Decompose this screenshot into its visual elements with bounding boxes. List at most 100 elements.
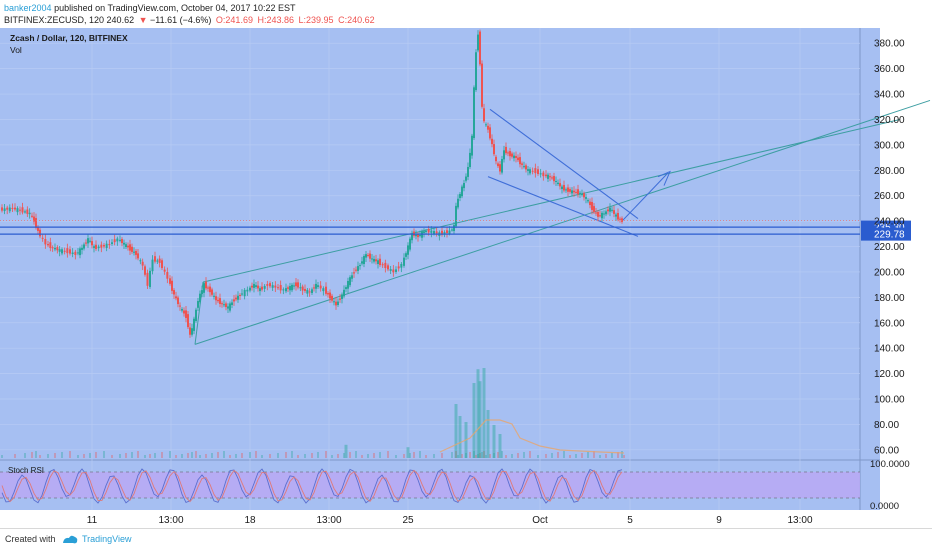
main-pane-background xyxy=(0,28,880,460)
candle-body xyxy=(207,287,209,289)
candle-body xyxy=(263,285,266,289)
candle-body xyxy=(435,231,438,234)
candle-body xyxy=(193,318,195,331)
time-tick-label: 13:00 xyxy=(316,515,341,526)
candle-body xyxy=(185,310,187,318)
volume-bar xyxy=(621,451,623,458)
volume-bar xyxy=(54,453,56,458)
price-tick-label: 180.00 xyxy=(874,293,905,304)
volume-bar xyxy=(285,452,287,458)
level-price-label: 229.78 xyxy=(874,230,905,241)
candle-body xyxy=(304,288,306,291)
candle-body xyxy=(597,211,599,217)
candle-body xyxy=(485,124,487,126)
candle-body xyxy=(607,209,609,212)
candle-body xyxy=(63,250,66,252)
price-tick-label: 380.00 xyxy=(874,39,905,50)
candle-body xyxy=(593,206,595,213)
candle-body xyxy=(491,138,493,145)
candle-body xyxy=(561,186,563,190)
projection-arrow-head xyxy=(657,170,671,186)
candle-body xyxy=(54,247,56,250)
candle-body xyxy=(615,214,617,217)
candle-body xyxy=(589,201,591,206)
candle-body xyxy=(513,155,515,159)
time-axis: 11 13:00 18 13:00 25 Oct 5 9 13:00 xyxy=(87,515,813,526)
volume-bar xyxy=(131,452,133,458)
volume-bar xyxy=(35,451,37,458)
candle-body xyxy=(31,215,33,217)
candle-body xyxy=(243,289,246,297)
candle-body xyxy=(601,212,603,219)
volume-bar xyxy=(111,455,113,458)
candle-body xyxy=(587,200,589,202)
candle-body xyxy=(308,291,311,293)
candle-body xyxy=(373,258,375,262)
volume-bar xyxy=(205,454,207,458)
candle-body xyxy=(203,283,205,293)
price-tick-label: 200.00 xyxy=(874,267,905,278)
candle-body xyxy=(133,251,135,253)
candle-body xyxy=(409,238,411,250)
volume-bar xyxy=(249,452,251,458)
tradingview-logo-icon xyxy=(63,535,78,544)
candle-body xyxy=(371,258,373,260)
candle-body xyxy=(51,247,54,249)
candle-body xyxy=(425,230,427,233)
candle-body xyxy=(331,295,333,301)
candle-body xyxy=(559,183,561,187)
volume-bar xyxy=(523,452,525,458)
candle-body xyxy=(28,212,31,215)
author-link[interactable]: banker2004 xyxy=(4,3,52,13)
candle-body xyxy=(322,288,325,292)
candle-body xyxy=(487,125,489,130)
candle-body xyxy=(347,280,349,289)
volume-bar xyxy=(269,454,271,458)
volume-bar xyxy=(387,451,389,458)
candle-body xyxy=(475,52,477,91)
candle-body xyxy=(583,193,585,198)
candle-body xyxy=(465,176,467,181)
volume-bar xyxy=(89,453,91,458)
candle-body xyxy=(585,197,587,199)
candle-body xyxy=(581,194,583,196)
candle-body xyxy=(384,262,387,269)
volume-bar xyxy=(461,454,463,458)
candle-body xyxy=(287,287,289,289)
volume-bar xyxy=(361,455,363,458)
candle-body xyxy=(217,299,219,302)
volume-bar xyxy=(24,453,26,458)
volume-bar xyxy=(355,451,357,458)
candle-body xyxy=(229,303,231,311)
candle-body xyxy=(21,207,24,213)
volume-bar xyxy=(599,455,601,458)
candle-body xyxy=(197,301,199,308)
candle-body xyxy=(100,244,103,248)
candle-body xyxy=(341,294,343,299)
candle-body xyxy=(549,176,551,178)
candle-body xyxy=(85,242,87,244)
chart-area[interactable]: 235.30229.78 60.00 80.00 100.00 120.00 140.0… xyxy=(0,28,932,528)
volume-bar xyxy=(125,453,127,458)
candle-body xyxy=(179,305,181,307)
candle-body xyxy=(361,261,363,264)
candle-body xyxy=(253,283,255,288)
candle-body xyxy=(91,241,93,246)
candle-body xyxy=(144,266,146,275)
candle-body xyxy=(542,172,545,177)
price-tick-label: 300.00 xyxy=(874,140,905,151)
volume-bar xyxy=(557,452,559,458)
tradingview-brand-link[interactable]: TradingView xyxy=(82,534,132,544)
candle-body xyxy=(619,218,621,220)
price-chart-svg[interactable]: 235.30229.78 60.00 80.00 100.00 120.00 140.0… xyxy=(0,28,932,528)
volume-bar xyxy=(623,455,625,458)
volume-bar xyxy=(137,451,139,458)
candle-body xyxy=(503,150,505,160)
volume-bar xyxy=(476,369,480,458)
candle-body xyxy=(211,289,213,295)
candle-body xyxy=(89,240,91,242)
last-price: 240.62 xyxy=(106,15,135,25)
candle-body xyxy=(277,287,279,289)
volume-bar xyxy=(458,416,462,458)
candle-body xyxy=(353,272,355,274)
